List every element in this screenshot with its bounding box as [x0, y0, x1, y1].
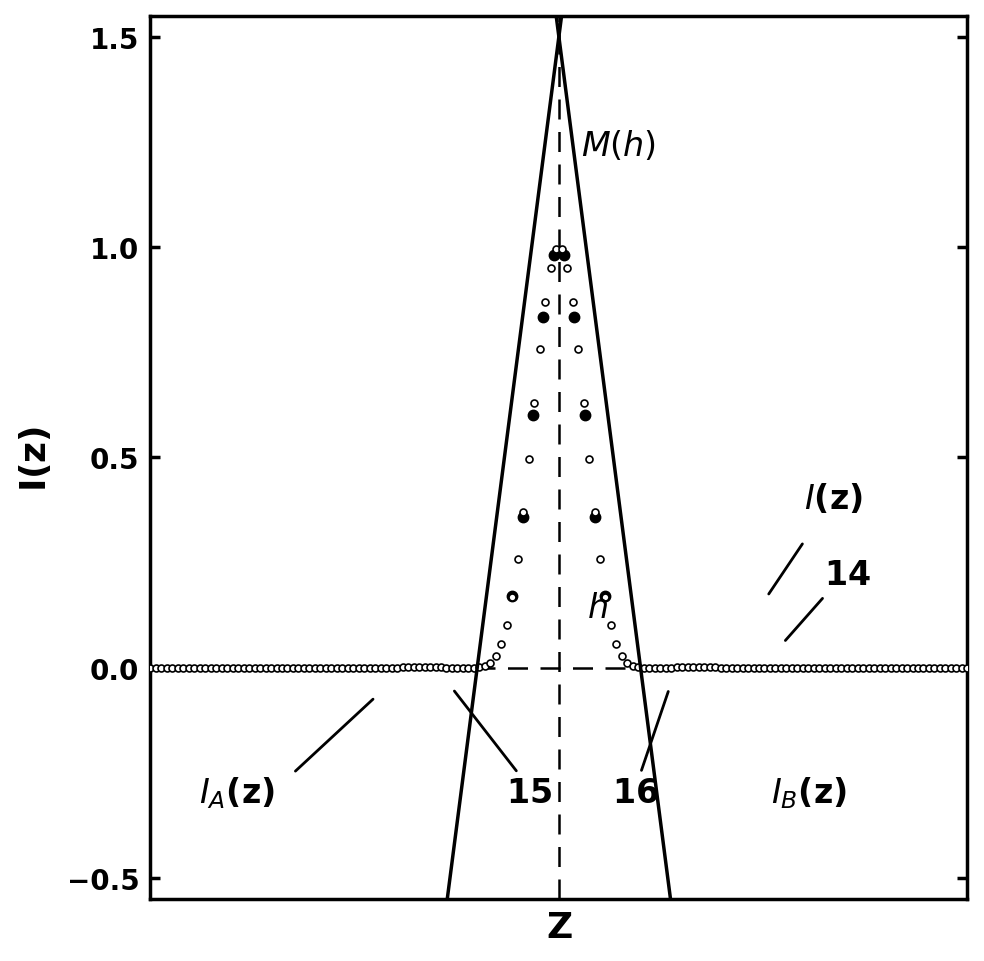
Y-axis label: $\mathbf{I(z)}$: $\mathbf{I(z)}$ [17, 425, 53, 491]
Text: $\mathit{h}$: $\mathit{h}$ [587, 592, 608, 625]
X-axis label: $\mathbf{Z}$: $\mathbf{Z}$ [545, 910, 572, 945]
Text: $\mathit{I}\mathbf{(z)}$: $\mathit{I}\mathbf{(z)}$ [804, 481, 863, 515]
Text: $\mathit{I_A}\mathbf{(z)}$: $\mathit{I_A}\mathbf{(z)}$ [200, 775, 276, 810]
Text: $\mathbf{16}$: $\mathbf{16}$ [612, 776, 658, 809]
Text: $\mathbf{15}$: $\mathbf{15}$ [506, 776, 552, 809]
Text: $\mathbf{14}$: $\mathbf{14}$ [825, 558, 871, 591]
Text: $\mathit{I_B}\mathbf{(z)}$: $\mathit{I_B}\mathbf{(z)}$ [771, 775, 847, 810]
Text: $\mathit{M(h)}$: $\mathit{M(h)}$ [582, 129, 656, 162]
